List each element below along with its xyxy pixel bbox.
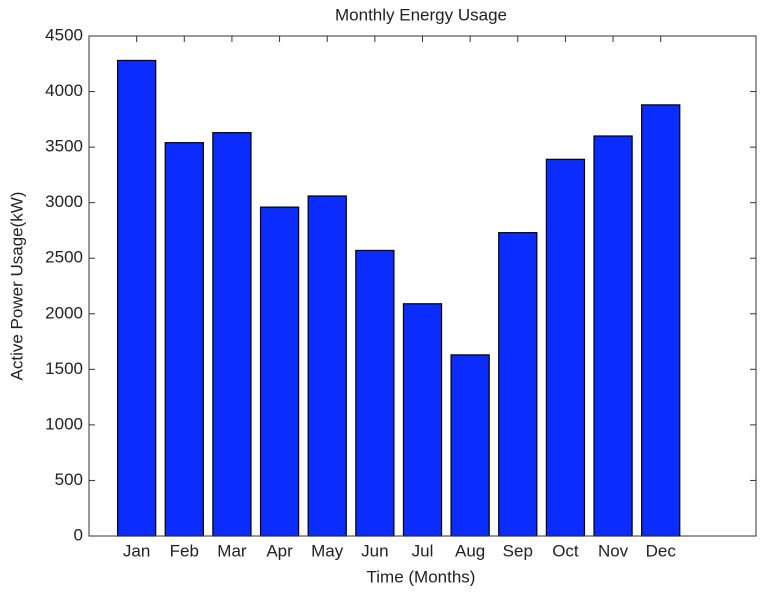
bar <box>498 232 538 537</box>
y-axis-label: Active Power Usage(kW) <box>7 192 26 381</box>
bar <box>593 135 633 537</box>
y-tick-label: 4500 <box>45 25 83 44</box>
bar <box>545 158 586 537</box>
bar <box>212 132 252 537</box>
x-tick-label: Jun <box>361 541 388 560</box>
y-tick-label: 2500 <box>45 248 83 267</box>
x-tick-label: Feb <box>170 541 199 560</box>
x-tick-label: Oct <box>552 541 579 560</box>
x-tick-label: May <box>311 541 344 560</box>
y-tick-label: 1000 <box>45 414 83 433</box>
y-tick-label: 0 <box>74 525 83 544</box>
bar <box>259 206 300 537</box>
x-tick-label: Jan <box>123 541 150 560</box>
plot-frame <box>88 35 757 537</box>
x-tick-label: Jul <box>412 541 434 560</box>
bar <box>641 104 681 537</box>
x-tick-label: Mar <box>217 541 247 560</box>
x-tick-label: Sep <box>503 541 533 560</box>
bar <box>164 142 204 537</box>
x-tick-label: Apr <box>266 541 293 560</box>
bar <box>450 354 490 537</box>
y-tick-label: 500 <box>55 470 83 489</box>
y-tick-label: 1500 <box>45 359 83 378</box>
chart-title: Monthly Energy Usage <box>335 5 507 24</box>
x-axis-label: Time (Months) <box>367 567 476 586</box>
x-tick-label: Dec <box>646 541 677 560</box>
x-tick-label: Aug <box>455 541 485 560</box>
y-tick-label: 4000 <box>45 81 83 100</box>
x-tick-label: Nov <box>598 541 629 560</box>
bar <box>355 249 395 537</box>
y-tick-label: 3000 <box>45 192 83 211</box>
bar <box>402 303 443 537</box>
y-tick-label: 2000 <box>45 303 83 322</box>
bar <box>307 195 347 537</box>
bar <box>116 59 157 537</box>
y-tick-label: 3500 <box>45 137 83 156</box>
